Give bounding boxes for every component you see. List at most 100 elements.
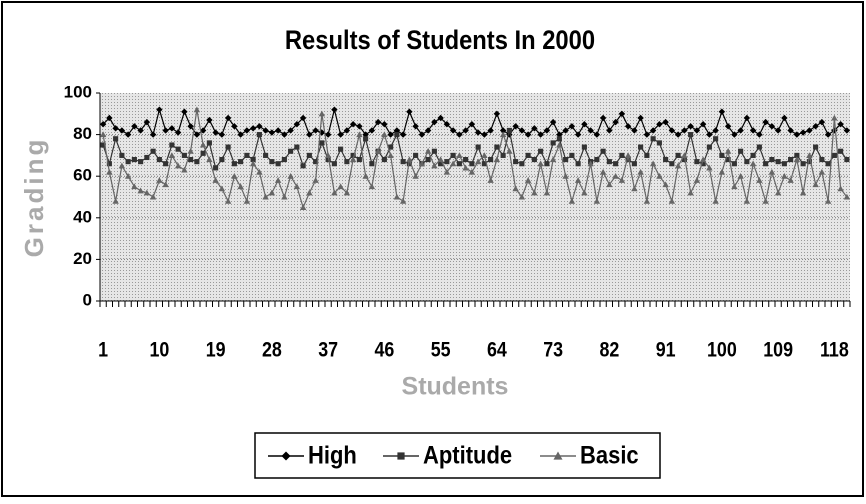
marker: [625, 157, 631, 163]
marker: [150, 148, 156, 154]
marker: [399, 131, 407, 138]
marker: [818, 168, 826, 175]
marker: [794, 152, 800, 158]
marker: [393, 193, 401, 200]
marker: [750, 152, 756, 158]
marker: [162, 127, 169, 134]
marker: [381, 157, 387, 163]
marker: [637, 114, 644, 122]
marker: [787, 127, 794, 134]
marker: [187, 148, 194, 154]
marker: [294, 144, 300, 150]
x-tick-label: 1: [98, 338, 108, 362]
marker: [463, 157, 469, 163]
marker: [112, 197, 119, 204]
marker: [368, 183, 376, 190]
marker: [99, 131, 107, 138]
marker: [369, 161, 375, 167]
marker: [763, 161, 769, 167]
x-tick-label: 19: [206, 338, 226, 362]
marker: [656, 173, 663, 179]
marker: [838, 148, 844, 154]
marker: [269, 159, 275, 165]
marker: [212, 129, 219, 136]
marker: [793, 156, 801, 163]
marker: [174, 162, 182, 169]
marker: [519, 161, 525, 167]
marker: [225, 144, 231, 150]
marker: [824, 131, 832, 138]
marker: [531, 189, 538, 196]
marker: [437, 114, 444, 122]
marker: [213, 165, 219, 171]
marker: [843, 193, 851, 200]
marker: [837, 185, 844, 192]
marker: [144, 154, 150, 161]
marker: [200, 150, 206, 156]
x-tick-label: 37: [318, 338, 338, 362]
marker: [738, 148, 744, 154]
marker: [706, 131, 713, 138]
marker: [593, 197, 601, 204]
marker: [324, 152, 332, 158]
marker: [656, 140, 662, 146]
marker: [781, 173, 788, 179]
marker: [781, 161, 787, 167]
marker: [706, 144, 712, 150]
marker: [837, 121, 844, 128]
marker: [338, 146, 344, 152]
marker: [381, 121, 388, 128]
marker: [118, 127, 126, 134]
marker: [487, 127, 494, 134]
y-tick-label: 60: [73, 166, 92, 185]
marker: [397, 452, 405, 460]
x-tick-label: 82: [599, 338, 619, 362]
marker: [681, 152, 688, 158]
marker: [412, 123, 419, 130]
marker: [206, 116, 213, 124]
marker: [231, 123, 238, 130]
marker: [774, 189, 782, 196]
marker: [149, 131, 157, 138]
marker: [193, 131, 201, 138]
marker: [143, 189, 151, 196]
marker: [631, 161, 637, 167]
marker: [631, 185, 638, 192]
y-tick-label: 80: [73, 124, 92, 143]
marker: [163, 161, 169, 167]
marker: [662, 118, 669, 126]
marker: [168, 125, 176, 132]
marker: [749, 127, 757, 134]
marker: [694, 159, 700, 165]
marker: [713, 136, 719, 142]
marker: [356, 131, 363, 138]
series-line: [102, 107, 848, 137]
marker: [356, 123, 363, 130]
marker: [219, 157, 225, 163]
marker: [719, 152, 725, 158]
marker: [718, 108, 726, 115]
marker: [650, 136, 656, 142]
marker: [743, 114, 751, 122]
marker: [443, 168, 451, 175]
marker: [194, 159, 200, 165]
marker: [568, 197, 576, 204]
marker: [425, 157, 431, 163]
marker: [119, 152, 125, 158]
marker: [156, 106, 163, 113]
marker: [237, 131, 244, 138]
marker: [462, 127, 469, 134]
marker: [106, 114, 113, 122]
marker: [175, 146, 181, 152]
marker: [562, 127, 569, 134]
marker: [156, 157, 162, 163]
marker: [818, 118, 826, 126]
marker: [500, 152, 506, 158]
marker: [825, 161, 831, 167]
marker: [687, 123, 694, 130]
marker: [456, 161, 462, 167]
marker: [693, 127, 701, 134]
marker: [274, 127, 282, 134]
marker: [756, 144, 762, 150]
marker: [162, 181, 169, 188]
